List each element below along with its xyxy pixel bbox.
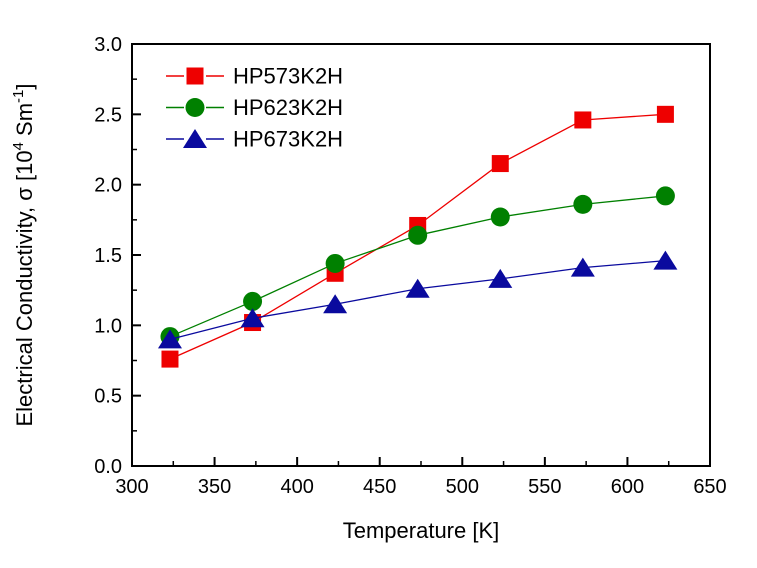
data-point-marker: [408, 225, 428, 245]
legend-marker: [186, 67, 204, 85]
data-point-marker: [573, 194, 593, 214]
data-point-marker: [570, 257, 595, 277]
x-axis-title: Temperature [K]: [343, 518, 500, 543]
x-tick-label: 500: [446, 476, 479, 498]
legend-item: HP573K2H: [166, 64, 343, 89]
data-point-marker: [325, 253, 345, 273]
y-tick-label: 0.0: [94, 456, 122, 478]
y-tick-label: 1.5: [94, 245, 122, 267]
x-tick-label: 300: [115, 476, 148, 498]
x-tick-label: 650: [693, 476, 726, 498]
data-point-marker: [240, 308, 265, 328]
y-tick-label: 2.0: [94, 175, 122, 197]
data-point-marker: [491, 155, 509, 173]
legend-item: HP673K2H: [166, 127, 343, 152]
data-point-marker: [653, 250, 678, 270]
data-point-marker: [405, 278, 430, 298]
data-point-marker: [488, 268, 513, 288]
y-tick-label: 3.0: [94, 34, 122, 56]
legend-label: HP623K2H: [233, 95, 343, 120]
legend: HP573K2H HP623K2H HP673K2H: [166, 64, 343, 152]
plot-frame: [131, 43, 711, 467]
legend-marker: [185, 98, 205, 117]
series-HP673K2H: [157, 250, 678, 349]
data-point-marker: [161, 350, 179, 368]
data-point-marker: [656, 105, 674, 123]
y-tick-label: 2.5: [94, 104, 122, 126]
legend-marker: [183, 129, 207, 148]
data-point-marker: [655, 186, 675, 206]
tick-labels: 300 350 400 450 500 550 600 650 0.0 0.5 1.0 1.5 2.0 2…: [94, 34, 727, 498]
data-point-marker: [243, 291, 263, 311]
x-tick-label: 550: [528, 476, 561, 498]
data-point-marker: [157, 329, 182, 349]
legend-item: HP623K2H: [166, 95, 343, 120]
x-tick-label: 450: [363, 476, 396, 498]
x-tick-label: 350: [198, 476, 231, 498]
y-axis-title: Electrical Conductivity, σ [104 Sm-1]: [10, 84, 37, 427]
legend-label: HP573K2H: [233, 64, 343, 89]
data-point-marker: [323, 294, 348, 314]
data-point-marker: [574, 111, 592, 129]
legend-label: HP673K2H: [233, 127, 343, 152]
y-tick-label: 0.5: [94, 386, 122, 408]
x-tick-label: 600: [611, 476, 644, 498]
y-tick-label: 1.0: [94, 315, 122, 337]
data-point-marker: [490, 207, 510, 227]
x-tick-label: 400: [280, 476, 313, 498]
